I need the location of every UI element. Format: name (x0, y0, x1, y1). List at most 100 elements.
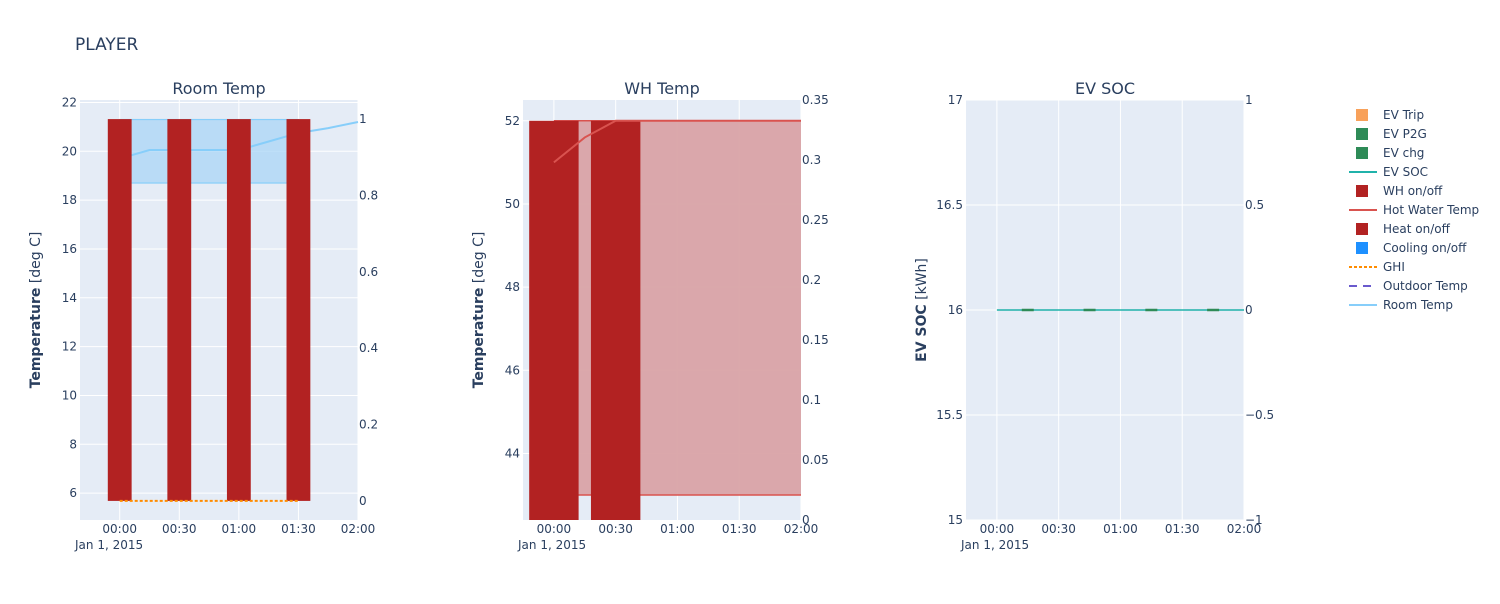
room-y-tick-label: 8 (69, 437, 77, 451)
legend-item[interactable]: EV P2G (1356, 127, 1427, 141)
ev-y2-tick-label: −1 (1245, 513, 1263, 527)
room-y-axis-title-bold: Temperature (28, 288, 44, 389)
legend-item[interactable]: EV chg (1356, 146, 1424, 160)
legend-item[interactable]: EV SOC (1349, 165, 1428, 179)
ev-y2-tick-label: 1 (1245, 93, 1253, 107)
ev-subplot-title: EV SOC (1075, 79, 1135, 98)
ev-y2-tick-label: −0.5 (1245, 408, 1274, 422)
wh-y-tick-label: 52 (505, 114, 520, 128)
wh-y2-tick-label: 0.15 (802, 333, 829, 347)
wh-y-tick-label: 50 (505, 197, 520, 211)
wh-x-tick-label: 01:00 (660, 522, 695, 536)
legend-label: GHI (1383, 260, 1405, 274)
room-y2-tick-label: 1 (359, 112, 367, 126)
legend-label: WH on/off (1383, 184, 1443, 198)
hot-water-temp-line (553, 119, 801, 164)
wh-y2-tick-label: 0.25 (802, 213, 829, 227)
wh-x-tick-label: 00:30 (598, 522, 633, 536)
wh-y2-tick-label: 0.3 (802, 153, 821, 167)
legend-label: EV Trip (1383, 108, 1424, 122)
wh-x-tick-label: 01:30 (722, 522, 757, 536)
wh-y2-tick-label: 0.2 (802, 273, 821, 287)
ev-x-tick-label: 01:00 (1103, 522, 1138, 536)
room-y-axis-title-unit: [deg C] (28, 232, 44, 288)
ev-y-axis-title-unit: [kWh] (914, 258, 930, 304)
legend-label: Hot Water Temp (1383, 203, 1479, 217)
room-y-tick-label: 20 (62, 144, 77, 158)
legend-item[interactable]: Outdoor Temp (1349, 279, 1468, 293)
ev-subplot: 15 15.5 16 16.5 17 −1 −0.5 0 0.5 1 00:00 00:30 01:00… (914, 79, 1274, 552)
room-date-label: Jan 1, 2015 (74, 538, 143, 552)
wh-y2-tick-label: 0.35 (802, 93, 829, 107)
wh-y-tick-label: 48 (505, 280, 520, 294)
ev-y2-tick-label: 0.5 (1245, 198, 1264, 212)
heat-on-off-bar (107, 119, 132, 501)
ev-x-tick-label: 00:00 (980, 522, 1015, 536)
heat-on-off-bar (286, 119, 311, 501)
legend-item[interactable]: WH on/off (1356, 184, 1443, 198)
wh-y-tick-label: 46 (505, 363, 520, 377)
wh-date-label: Jan 1, 2015 (517, 538, 586, 552)
legend-swatch-square (1356, 109, 1368, 121)
ev-y-tick-label: 15.5 (936, 408, 963, 422)
wh-y2-tick-label: 0.05 (802, 453, 829, 467)
legend-swatch-square (1356, 185, 1368, 197)
legend-label: EV chg (1383, 146, 1424, 160)
legend-swatch-square (1356, 147, 1368, 159)
legend-swatch-square (1356, 223, 1368, 235)
room-x-tick-label: 01:00 (222, 522, 257, 536)
room-y2-tick-label: 0.8 (359, 188, 378, 202)
room-y-tick-label: 18 (62, 193, 77, 207)
ev-y-tick-label: 15 (948, 513, 963, 527)
ev-y-tick-label: 16 (948, 303, 963, 317)
ev-y-axis-title-bold: EV SOC (914, 304, 930, 362)
wh-y2-tick-label: 0.1 (802, 393, 821, 407)
legend-item[interactable]: Hot Water Temp (1349, 203, 1479, 217)
legend-item[interactable]: GHI (1349, 260, 1405, 274)
room-y-tick-label: 12 (62, 340, 77, 354)
legend-label: Cooling on/off (1383, 241, 1467, 255)
legend-label: Heat on/off (1383, 222, 1451, 236)
room-x-tick-label: 02:00 (341, 522, 376, 536)
wh-subplot-title: WH Temp (624, 79, 700, 98)
room-y-axis-title: Temperature [deg C] (28, 232, 44, 389)
ev-x-tick-label: 02:00 (1227, 522, 1262, 536)
heat-on-off-bar (167, 119, 192, 501)
legend[interactable]: EV Trip EV P2G EV chg EV SOC WH on/off Hot Wa… (1349, 108, 1479, 312)
room-y-tick-label: 10 (62, 388, 77, 402)
room-y2-tick-label: 0.2 (359, 418, 378, 432)
room-x-tick-label: 01:30 (281, 522, 316, 536)
legend-label: EV SOC (1383, 165, 1428, 179)
legend-item[interactable]: Heat on/off (1356, 222, 1451, 236)
room-y2-tick-label: 0.6 (359, 265, 378, 279)
room-x-tick-label: 00:00 (102, 522, 137, 536)
legend-label: Outdoor Temp (1383, 279, 1468, 293)
ev-y2-tick-label: 0 (1245, 303, 1253, 317)
legend-swatch-square (1356, 128, 1368, 140)
wh-y-axis-title-unit: [deg C] (471, 232, 487, 288)
wh-y-axis-title-bold: Temperature (471, 288, 487, 389)
room-y2-tick-label: 0 (359, 494, 367, 508)
room-subplot-title: Room Temp (172, 79, 265, 98)
legend-item[interactable]: Room Temp (1349, 298, 1453, 312)
heat-on-off-bar (226, 119, 251, 501)
legend-item[interactable]: Cooling on/off (1356, 241, 1467, 255)
room-y-tick-label: 16 (62, 242, 77, 256)
wh-subplot: 44 46 48 50 52 0 0.05 0.1 0.15 0.2 0.25 0.3 0.35 00:0… (471, 79, 829, 552)
wh-x-tick-label: 02:00 (784, 522, 819, 536)
ev-y-tick-label: 17 (948, 93, 963, 107)
wh-x-tick-label: 00:00 (537, 522, 572, 536)
wh-on-off-bar (590, 120, 641, 520)
page-title: PLAYER (75, 35, 139, 55)
ev-date-label: Jan 1, 2015 (960, 538, 1029, 552)
room-y-tick-label: 6 (69, 486, 77, 500)
legend-label: Room Temp (1383, 298, 1453, 312)
legend-item[interactable]: EV Trip (1356, 108, 1424, 122)
room-y2-tick-label: 0.4 (359, 341, 378, 355)
room-y-tick-label: 14 (62, 291, 77, 305)
legend-swatch-square (1356, 242, 1368, 254)
legend-label: EV P2G (1383, 127, 1427, 141)
ev-y-axis-title: EV SOC [kWh] (914, 258, 930, 362)
